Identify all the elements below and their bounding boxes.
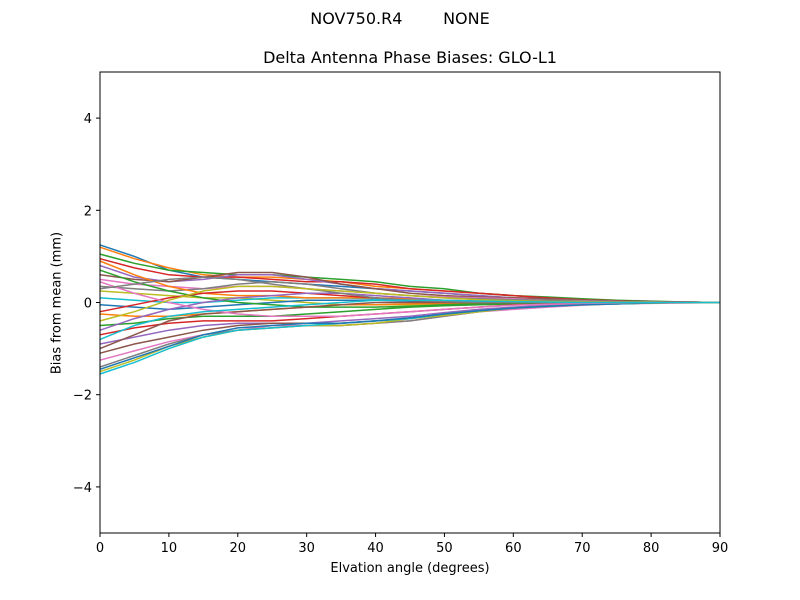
x-tick-label: 70 [574,541,591,556]
y-axis-label: Bias from mean (mm) [49,231,65,375]
y-tick-label: −4 [73,481,92,496]
series-line-21 [99,301,720,371]
series-line-30 [99,299,720,341]
x-tick-label: 40 [367,541,384,556]
x-tick-label: 20 [230,541,247,556]
x-tick-label: 60 [505,541,522,556]
x-tick-label: 10 [161,541,178,556]
y-tick-label: −2 [73,389,92,404]
x-tick-label: 0 [96,541,104,556]
x-axis-ticks: 0 10 20 30 40 50 60 70 80 90 [96,533,728,556]
x-tick-label: 80 [643,541,660,556]
figure-suptitle: NOV750.R4 NONE [310,9,490,28]
y-tick-label: 4 [84,112,92,127]
x-axis-label: Elvation angle (degrees) [330,561,490,576]
x-tick-label: 50 [436,541,453,556]
series-lines [99,244,721,375]
x-tick-label: 90 [712,541,729,556]
y-tick-label: 2 [84,204,92,219]
y-tick-label: 0 [84,297,92,312]
y-axis-ticks: −4 −2 0 2 4 [73,112,100,496]
chart-title: Delta Antenna Phase Biases: GLO-L1 [263,48,557,67]
x-tick-label: 30 [298,541,315,556]
